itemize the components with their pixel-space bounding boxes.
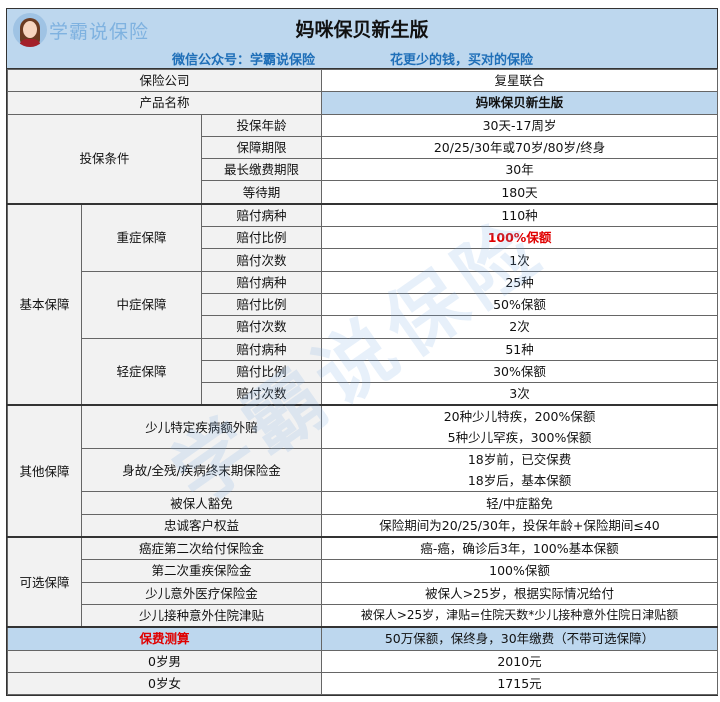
page-title: 妈咪保贝新生版: [295, 19, 429, 41]
subgroup-label: 轻症保障: [81, 337, 202, 406]
row-label: 产品名称: [6, 91, 323, 115]
row-value: 18岁前，已交保费 18岁后，基本保额: [321, 448, 719, 493]
row-label: 等待期: [200, 180, 323, 205]
row-value: 30年: [321, 158, 719, 182]
row-label: 投保年龄: [200, 113, 323, 137]
table-row: 0岁女 1715元: [6, 671, 719, 696]
slogan: 花更少的钱，买对的保险: [390, 53, 534, 68]
row-value: 被保人>25岁，根据实际情况给付: [321, 581, 719, 605]
table-row: 赔付次数 1次: [8, 248, 719, 272]
brand-logo: 学霸说保险: [13, 13, 149, 47]
row-value: 30天-17周岁: [321, 113, 719, 137]
wechat-account: 微信公众号：学霸说保险: [172, 53, 316, 68]
row-value: 180天: [321, 180, 719, 205]
table-row: 0岁男 2010元: [6, 649, 719, 673]
value-line: 20种少儿特疾，200%保额: [443, 409, 596, 425]
row-value: 20/25/30年或70岁/80岁/终身: [321, 135, 719, 160]
row-label: 被保人豁免: [80, 491, 323, 515]
row-value: 2次: [321, 315, 719, 339]
group-label: 可选保障: [7, 536, 82, 628]
table-row: 其他保障 少儿特定疾病额外赔 20种少儿特疾，200%保额 5种少儿罕疾，300%保额: [7, 404, 719, 538]
row-value: 110种: [321, 202, 719, 228]
table-row: 保费测算 50万保额，保终身，30年缴费（不带可选保障）: [6, 626, 719, 651]
row-label: 少儿意外医疗保险金: [80, 581, 323, 605]
avatar-icon: [13, 13, 47, 47]
row-label: 0岁男: [6, 649, 323, 673]
subgroup-label: 中症保障: [81, 270, 202, 339]
table-row: 保险公司 复星联合: [6, 68, 719, 93]
table-row: 轻症保障 赔付病种 51种: [8, 337, 719, 406]
row-value: 被保人>25岁，津贴=住院天数*少儿接种意外住院日津贴额: [321, 603, 719, 628]
logo-text: 学霸说保险: [49, 20, 150, 43]
row-value: 复星联合: [321, 68, 719, 93]
table-row: 赔付次数 2次: [8, 315, 719, 339]
table-row: 可选保障 癌症第二次给付保险金 癌-癌，确诊后3年，100%基本保额: [7, 536, 719, 628]
table-row: 投保条件 投保年龄 30天-17周岁: [7, 113, 719, 205]
row-label: 少儿特定疾病额外赔: [80, 404, 323, 450]
value-line: 5种少儿罕疾，300%保额: [447, 430, 592, 446]
row-label: 少儿接种意外住院津贴: [80, 603, 323, 628]
row-label: 赔付病种: [200, 270, 323, 294]
row-label: 0岁女: [6, 671, 323, 696]
price-value: 2010元: [321, 649, 719, 673]
row-label: 癌症第二次给付保险金: [80, 536, 323, 561]
table-row: 忠诚客户权益 保险期间为20/25/30年，投保年龄+保险期间≤40: [8, 513, 719, 538]
row-value: 30%保额: [321, 359, 719, 384]
table-row: 产品名称 妈咪保贝新生版: [6, 91, 719, 115]
row-label: 最长缴费期限: [200, 158, 323, 182]
row-value: 1次: [321, 248, 719, 272]
product-name-value: 妈咪保贝新生版: [321, 91, 719, 115]
row-value: 保险期间为20/25/30年，投保年龄+保险期间≤40: [321, 513, 719, 538]
row-label: 赔付比例: [200, 359, 323, 384]
premium-condition: 50万保额，保终身，30年缴费（不带可选保障）: [321, 626, 719, 651]
table-row: 身故/全残/疾病终末期保险金 18岁前，已交保费 18岁后，基本保额: [8, 448, 719, 493]
row-value: 51种: [321, 337, 719, 361]
group-label: 基本保障: [7, 202, 82, 406]
row-label: 赔付病种: [200, 202, 323, 228]
row-value: 100%保额: [321, 559, 719, 583]
row-value: 3次: [321, 382, 719, 406]
row-value: 25种: [321, 270, 719, 294]
value-line: 18岁前，已交保费: [467, 452, 572, 468]
price-value: 1715元: [321, 671, 719, 696]
row-label: 身故/全残/疾病终末期保险金: [80, 448, 323, 493]
group-label: 投保条件: [7, 113, 202, 205]
row-label: 赔付比例: [200, 226, 323, 250]
row-value: 轻/中症豁免: [321, 491, 719, 515]
table-row: 少儿意外医疗保险金 被保人>25岁，根据实际情况给付: [8, 581, 719, 605]
table-row: 保障期限 20/25/30年或70岁/80岁/终身: [8, 135, 719, 160]
table-row: 基本保障 重症保障 赔付病种 110种: [7, 202, 719, 406]
table-row: 赔付次数 3次: [8, 382, 719, 406]
table-row: 等待期 180天: [8, 180, 719, 205]
row-label: 赔付比例: [200, 292, 323, 317]
row-value: 癌-癌，确诊后3年，100%基本保额: [321, 536, 719, 561]
table-row: 少儿接种意外住院津贴 被保人>25岁，津贴=住院天数*少儿接种意外住院日津贴额: [8, 603, 719, 628]
subgroup-label: 重症保障: [81, 202, 202, 272]
table-row: 第二次重疾保险金 100%保额: [8, 559, 719, 583]
row-label: 保障期限: [200, 135, 323, 160]
row-value: 20种少儿特疾，200%保额 5种少儿罕疾，300%保额: [321, 404, 719, 450]
row-label: 赔付次数: [200, 248, 323, 272]
table-row: 赔付比例 30%保额: [8, 359, 719, 384]
highlight-value: 100%保额: [321, 226, 719, 250]
row-label: 赔付病种: [200, 337, 323, 361]
row-label: 第二次重疾保险金: [80, 559, 323, 583]
sheet-header: 学霸说保险 妈咪保贝新生版 微信公众号：学霸说保险 花更少的钱，买对的保险: [7, 9, 717, 69]
premium-label: 保费测算: [6, 626, 323, 651]
row-label: 赔付次数: [200, 315, 323, 339]
table-row: 赔付比例 50%保额: [8, 292, 719, 317]
table-row: 被保人豁免 轻/中症豁免: [8, 491, 719, 515]
row-label: 忠诚客户权益: [80, 513, 323, 538]
row-value: 50%保额: [321, 292, 719, 317]
table-row: 中症保障 赔付病种 25种: [8, 270, 719, 339]
product-table: 保险公司 复星联合 产品名称 妈咪保贝新生版 投保条件 投保年龄 30天-17周岁 保障…: [6, 68, 719, 696]
table-row: 最长缴费期限 30年: [8, 158, 719, 182]
row-label: 赔付次数: [200, 382, 323, 406]
group-label: 其他保障: [7, 404, 82, 538]
table-row: 赔付比例 100%保额: [8, 226, 719, 250]
insurance-comparison-sheet: 学霸说保险 妈咪保贝新生版 微信公众号：学霸说保险 花更少的钱，买对的保险 保险…: [6, 8, 719, 697]
value-line: 18岁后，基本保额: [467, 473, 572, 489]
row-label: 保险公司: [6, 68, 323, 93]
